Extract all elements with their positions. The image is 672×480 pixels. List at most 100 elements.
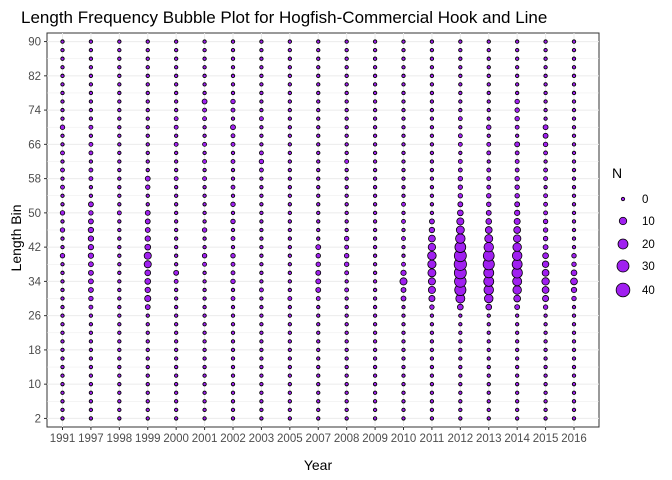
y-tick-label: 34 xyxy=(28,276,41,288)
bubble-point xyxy=(60,399,65,404)
bubble-point xyxy=(486,176,492,182)
bubble-point xyxy=(486,107,491,113)
bubble-point xyxy=(174,90,179,96)
bubble-point xyxy=(401,56,406,61)
y-tick-label: 66 xyxy=(28,139,41,151)
bubble-point xyxy=(145,347,150,353)
bubble-point xyxy=(88,82,94,87)
bubble-point xyxy=(117,219,122,224)
bubble-point xyxy=(315,244,322,251)
bubble-point xyxy=(543,347,548,353)
bubble-point xyxy=(344,407,349,413)
bubble-point xyxy=(372,99,378,104)
bubble-point xyxy=(429,373,435,378)
bubble-point xyxy=(316,227,321,233)
bubble-point xyxy=(542,132,549,139)
bubble-point xyxy=(401,185,406,190)
bubble-point xyxy=(458,407,463,413)
bubble-point xyxy=(117,279,122,284)
bubble-point xyxy=(174,313,179,318)
bubble-point xyxy=(202,107,207,113)
bubble-point xyxy=(429,304,435,310)
bubble-point xyxy=(486,382,491,387)
bubble-point xyxy=(88,416,94,421)
bubble-point xyxy=(542,218,549,225)
bubble-point xyxy=(543,407,548,413)
bubble-point xyxy=(173,116,179,122)
bubble-point xyxy=(515,390,520,395)
bubble-point xyxy=(457,303,464,311)
bubble-point xyxy=(174,202,179,207)
bubble-point xyxy=(543,56,548,61)
bubble-point xyxy=(344,219,349,224)
bubble-point xyxy=(60,150,65,156)
x-tick-label: 2014 xyxy=(504,433,530,445)
bubble-point xyxy=(202,347,207,353)
bubble-point xyxy=(571,416,577,421)
bubble-point xyxy=(543,416,548,421)
bubble-point xyxy=(174,330,179,335)
x-tick-label: 2010 xyxy=(391,433,417,445)
bubble-point xyxy=(514,193,520,199)
x-tick-label: 2015 xyxy=(533,433,559,445)
bubble-point xyxy=(514,175,520,182)
bubble-point xyxy=(457,209,464,217)
bubble-point xyxy=(401,304,406,310)
bubble-point xyxy=(230,244,236,250)
bubble-point xyxy=(514,184,520,190)
bubble-point xyxy=(259,176,264,181)
bubble-point xyxy=(60,330,65,335)
bubble-point xyxy=(259,364,264,370)
bubble-point xyxy=(287,65,292,70)
bubble-point xyxy=(515,322,520,327)
bubble-point xyxy=(259,150,264,156)
bubble-point xyxy=(316,73,321,78)
bubble-point xyxy=(316,99,321,104)
bubble-point xyxy=(456,217,465,226)
bubble-point xyxy=(458,82,463,87)
bubble-point xyxy=(344,287,350,293)
bubble-point xyxy=(514,159,520,164)
bubble-point xyxy=(230,382,236,387)
bubble-point xyxy=(401,159,406,164)
bubble-point xyxy=(144,175,151,182)
bubble-point xyxy=(344,244,350,250)
bubble-point xyxy=(88,141,94,147)
x-tick-label: 1998 xyxy=(107,433,133,445)
bubble-point xyxy=(372,364,378,370)
bubble-point xyxy=(372,167,378,173)
bubble-point xyxy=(145,339,150,344)
bubble-point xyxy=(230,330,236,335)
bubble-point xyxy=(458,107,463,113)
bubble-point xyxy=(315,287,322,293)
bubble-point xyxy=(145,373,150,378)
bubble-point xyxy=(543,47,548,53)
bubble-point xyxy=(145,416,150,421)
bubble-point xyxy=(287,159,292,164)
y-tick-label: 10 xyxy=(28,379,41,391)
bubble-point xyxy=(543,339,548,344)
bubble-point xyxy=(259,73,264,78)
bubble-point xyxy=(287,339,292,344)
bubble-point xyxy=(571,304,577,310)
bubble-point xyxy=(88,193,94,198)
bubble-point xyxy=(60,73,65,78)
bubble-point xyxy=(542,227,549,233)
bubble-point xyxy=(144,209,151,216)
bubble-point xyxy=(429,47,435,53)
bubble-point xyxy=(145,99,150,104)
legend-label: 20 xyxy=(642,239,655,251)
bubble-point xyxy=(571,356,577,361)
bubble-point xyxy=(230,270,236,276)
bubble-point xyxy=(486,133,491,138)
bubble-point xyxy=(116,210,122,216)
bubble-point xyxy=(202,150,207,156)
bubble-point xyxy=(570,269,578,277)
bubble-point xyxy=(145,142,150,147)
bubble-point xyxy=(514,124,520,130)
bubble-point xyxy=(457,175,463,182)
bubble-point xyxy=(316,373,321,378)
bubble-point xyxy=(145,356,150,361)
bubble-point xyxy=(344,399,349,404)
bubble-point xyxy=(230,184,236,190)
